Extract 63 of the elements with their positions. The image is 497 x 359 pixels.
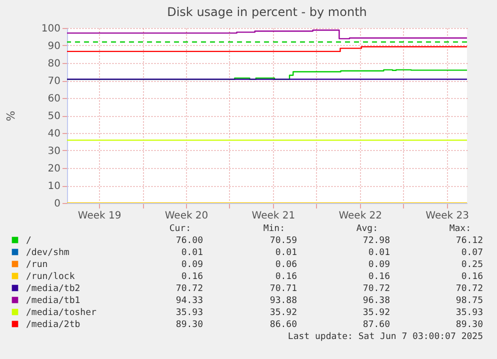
x-tick-label: Week 23 [426, 210, 469, 222]
text: 87.60 [362, 320, 390, 330]
text: 0.16 [275, 272, 297, 282]
y-tick-label: 10 [48, 181, 60, 192]
text: 86.60 [270, 320, 297, 330]
text: 35.93 [176, 308, 203, 318]
text: 94.33 [176, 296, 203, 306]
legend-label: /media/tb2 [26, 284, 80, 294]
text: Min: [263, 224, 285, 234]
legend-label: /media/2tb [26, 320, 80, 330]
text: 89.30 [456, 320, 483, 330]
text: 0.06 [275, 260, 297, 270]
text: 70.72 [362, 284, 390, 294]
text: 0.01 [275, 248, 297, 258]
text: 0.07 [461, 248, 483, 258]
text: 96.38 [362, 296, 390, 306]
y-tick-label: 80 [48, 58, 60, 70]
text: 35.92 [270, 308, 297, 318]
y-axis-title: % [4, 110, 18, 122]
text: 93.88 [270, 296, 297, 306]
y-tick-label: 90 [48, 41, 60, 52]
text: Max: [449, 224, 471, 234]
text: 0.09 [181, 260, 203, 270]
chart-title: Disk usage in percent - by month [167, 5, 367, 19]
x-tick-label: Week 20 [164, 210, 208, 222]
text: 35.92 [362, 308, 390, 318]
text: 0.09 [368, 260, 390, 270]
text: 89.30 [176, 320, 203, 330]
y-tick-label: 50 [48, 111, 60, 122]
legend-label: /run [26, 260, 48, 270]
text: 0.16 [181, 272, 203, 282]
legend-label: /media/tosher [26, 308, 98, 318]
text: 0.25 [461, 260, 483, 270]
text: 70.59 [270, 236, 297, 246]
legend-label: /dev/shm [26, 248, 70, 258]
text: 0.01 [181, 248, 203, 258]
text: 98.75 [456, 296, 483, 306]
text: Last update: Sat Jun 7 03:00:07 2025 [288, 332, 483, 342]
x-tick-label: Week 21 [252, 210, 296, 222]
text: Cur: [169, 224, 191, 234]
y-tick-label: 60 [48, 94, 60, 104]
y-tick-label: 40 [48, 128, 60, 140]
text: 70.71 [270, 284, 297, 294]
x-tick-label: Week 19 [78, 210, 122, 222]
y-tick-label: 30 [48, 146, 60, 157]
legend-label: /media/tb1 [26, 296, 80, 306]
text: 76.12 [456, 236, 483, 246]
y-tick-label: 20 [48, 164, 60, 174]
text: 35.93 [456, 308, 483, 318]
legend-label: /run/lock [26, 272, 76, 282]
text: 76.00 [176, 236, 203, 246]
text: 72.98 [362, 236, 390, 246]
text: 0.16 [461, 272, 483, 282]
text: 0.16 [368, 272, 390, 282]
y-tick-label: 70 [48, 76, 60, 87]
text: 70.72 [176, 284, 203, 294]
text: 70.72 [456, 284, 483, 294]
text: Avg: [356, 224, 378, 234]
y-tick-label: 100 [41, 24, 60, 34]
y-tick-label: 0 [54, 198, 60, 210]
x-tick-label: Week 22 [338, 210, 382, 222]
text: 0.01 [368, 248, 390, 258]
legend-label: / [26, 236, 32, 246]
